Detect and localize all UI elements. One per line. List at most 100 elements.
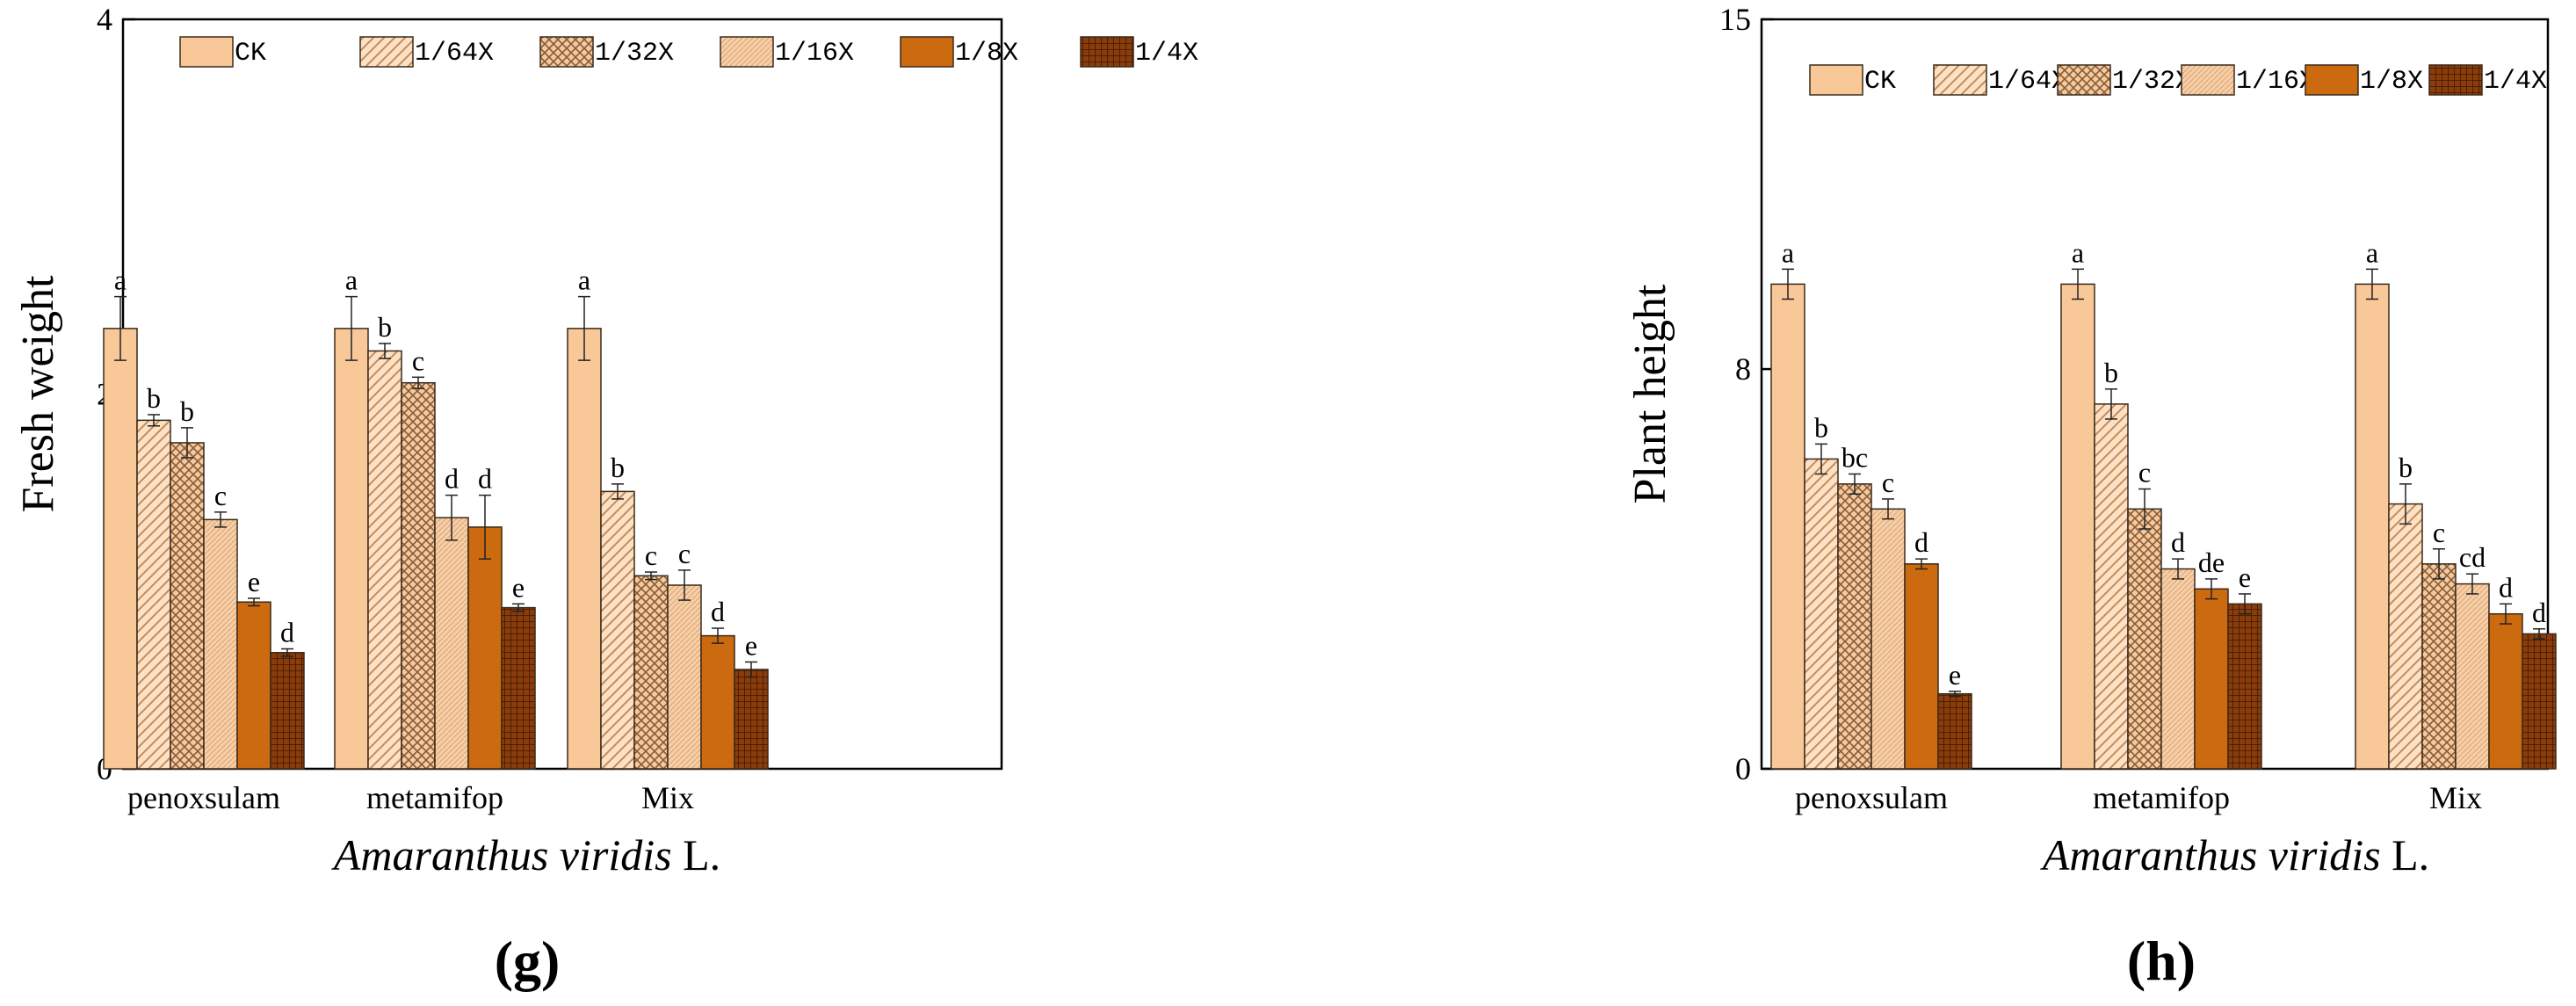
bar-CK-mix [567,328,602,770]
legend-label: 1/8X [955,39,1018,69]
bar-1-8X-metamifop [2194,588,2229,770]
legend-label: 1/16X [2236,67,2315,97]
x-axis-label: Amaranthus viridis L. [331,830,720,879]
y-tick-label: 0 [1735,751,1751,786]
bar-1-16X-metamifop [2160,568,2196,770]
legend-swatch [900,36,954,68]
y-tick-label: 15 [1719,2,1751,37]
significance-letter: de [2198,546,2225,578]
bar-CK-metamifop [334,328,369,770]
y-tick-label: 8 [1735,351,1751,387]
significance-letter: c [214,480,227,511]
legend-label: 1/4X [2484,67,2547,97]
significance-letter: c [412,344,424,376]
x-axis-label-suffix: L. [672,830,721,879]
bar-1-64X-penoxsulam [136,419,171,770]
bar-1-4X-penoxsulam [270,652,305,770]
legend-label: 1/32X [595,39,674,69]
bar-1-16X-metamifop [434,517,469,770]
significance-letter: e [248,566,260,597]
chart-panel-fresh-weight: 024Fresh weightaaabbbbcccdcedddeepenoxsu… [13,2,1198,992]
x-axis-label-species: Amaranthus viridis [331,830,672,879]
significance-letter: c [2433,517,2445,548]
legend-swatch [179,36,234,68]
significance-letter: b [147,382,161,414]
bar-1-64X-mix [2388,503,2423,770]
significance-letter: d [2532,597,2546,628]
bar-1-8X-metamifop [467,526,503,770]
x-tick-label: penoxsulam [1795,780,1948,815]
legend-label: CK [235,39,266,69]
legend-label: 1/64X [415,39,494,69]
significance-letter: e [745,629,757,661]
bar-1-32X-metamifop [401,381,436,770]
bar-1-64X-metamifop [2094,403,2129,770]
bar-1-16X-penoxsulam [1870,508,1906,770]
legend-swatch [1809,64,1863,96]
legend-swatch [539,36,594,68]
bar-1-32X-mix [633,575,669,770]
bar-1-16X-mix [2455,583,2490,770]
significance-letter: a [2072,236,2084,268]
significance-letter: a [1782,236,1794,268]
panel-label: (g) [495,930,561,992]
legend-swatch [1080,36,1134,68]
significance-letter: d [2499,571,2513,603]
significance-letter: c [1882,467,1894,498]
significance-letter: c [678,538,691,569]
x-axis-label: Amaranthus viridis L. [2040,830,2429,879]
bar-1-32X-penoxsulam [1837,483,1872,770]
significance-letter: bc [1842,441,1868,473]
legend: CK 1/64X 1/32X 1/16X 1/8X 1/4X [179,36,1198,69]
significance-letter: d [445,463,459,495]
significance-letter: e [1949,659,1961,691]
bar-1-32X-penoxsulam [170,442,205,770]
legend-swatch [2057,64,2111,96]
bar-CK-penoxsulam [103,328,138,770]
bar-1-4X-penoxsulam [1937,692,1972,770]
legend-label: 1/64X [1988,67,2067,97]
significance-letter: a [2366,236,2378,268]
significance-letter: e [512,571,525,603]
bar-1-4X-mix [734,669,769,770]
x-tick-label: Mix [2429,780,2482,815]
significance-letter: b [180,395,194,427]
legend-swatch [720,36,774,68]
legend-swatch [359,36,414,68]
bar-CK-penoxsulam [1770,283,1805,770]
significance-letter: a [114,264,127,296]
significance-letter: b [2104,357,2118,388]
significance-letter: b [611,452,625,483]
bar-1-4X-mix [2522,633,2557,770]
bar-1-32X-metamifop [2127,508,2162,770]
y-axis-label: Plant height [1625,284,1675,503]
bar-1-16X-mix [667,584,702,770]
significance-letter: d [478,463,492,495]
significance-letter: d [711,596,725,627]
significance-letter: c [2138,457,2151,489]
x-axis-label-species: Amaranthus viridis [2040,830,2381,879]
significance-letter: a [345,264,358,296]
bar-1-64X-metamifop [367,350,402,770]
significance-letter: e [2239,561,2251,593]
bar-CK-metamifop [2060,283,2095,770]
significance-letter: b [2399,452,2413,483]
x-tick-label: metamifop [366,780,503,815]
legend-label: 1/4X [1135,39,1198,69]
significance-letter: cd [2459,541,2486,573]
significance-letter: b [1814,411,1828,443]
x-tick-label: metamifop [2093,780,2230,815]
legend-label: 1/8X [2360,67,2423,97]
legend-label: CK [1864,67,1896,97]
legend-swatch [2428,64,2483,96]
y-axis-label: Fresh weight [13,275,63,513]
significance-letter: c [645,539,657,571]
legend-label: 1/32X [2112,67,2191,97]
bar-CK-mix [2355,283,2390,770]
bar-1-8X-mix [700,634,735,770]
bar-1-16X-penoxsulam [203,518,238,770]
significance-letter: a [578,264,590,296]
legend-swatch [1933,64,1987,96]
